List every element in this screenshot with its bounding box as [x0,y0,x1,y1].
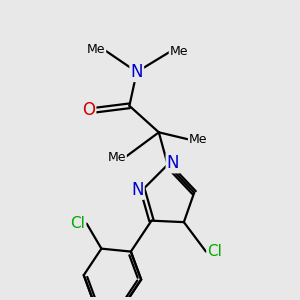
Text: Me: Me [169,45,188,58]
Text: N: N [131,181,144,199]
Text: Me: Me [107,151,126,164]
Text: Cl: Cl [207,244,222,259]
Text: Me: Me [87,44,105,56]
Text: N: N [130,63,143,81]
Text: O: O [82,101,95,119]
Text: Me: Me [189,133,207,146]
Text: N: N [167,154,179,172]
Text: Cl: Cl [70,216,85,231]
